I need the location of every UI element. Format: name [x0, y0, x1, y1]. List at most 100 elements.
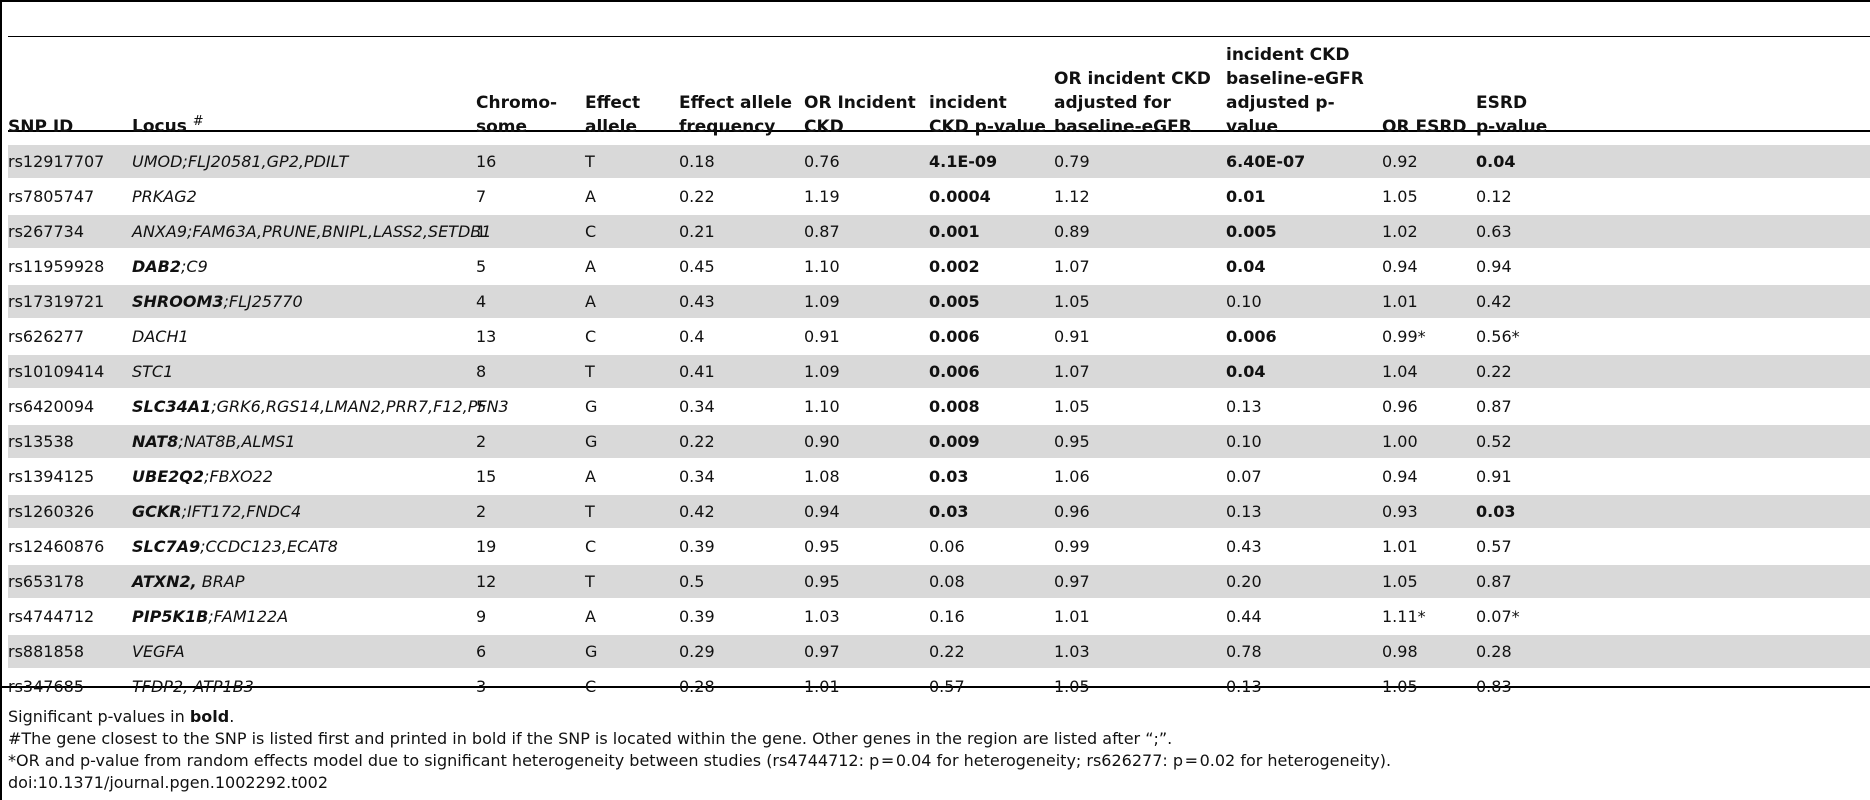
- locus-primary-gene: SLC7A9: [132, 537, 201, 556]
- significance-note: Significant p-values in bold.: [8, 707, 235, 726]
- cell-effect-allele: T: [585, 145, 679, 180]
- cell-effect-allele: G: [585, 424, 679, 460]
- cell-adjusted-p-value: 0.78: [1226, 634, 1382, 670]
- cell-incident-ckd-p-value: 0.06: [929, 529, 1054, 565]
- cell-effect-allele-frequency: 0.29: [679, 634, 804, 670]
- col-header-effect-allele-frequency: Effect allele frequency: [679, 93, 793, 137]
- cell-chromosome: 8: [476, 354, 585, 390]
- cell-effect-allele: C: [585, 319, 679, 355]
- cell-locus: SLC7A9;CCDC123,ECAT8: [132, 529, 476, 565]
- cell-or-incident-ckd: 0.91: [804, 319, 929, 355]
- cell-chromosome: 9: [476, 599, 585, 635]
- cell-effect-allele: A: [585, 249, 679, 285]
- cell-snp-id: rs1394125: [8, 459, 132, 495]
- cell-chromosome: 16: [476, 145, 585, 180]
- cell-or-esrd: 0.99*: [1382, 319, 1476, 355]
- cell-adjusted-p-value: 0.04: [1226, 354, 1382, 390]
- cell-effect-allele-frequency: 0.43: [679, 284, 804, 320]
- cell-esrd-p-value: 0.52: [1476, 424, 1870, 460]
- cell-or-adjusted: 1.06: [1054, 459, 1226, 495]
- cell-adjusted-p-value: 6.40E-07: [1226, 145, 1382, 180]
- cell-snp-id: rs12460876: [8, 529, 132, 565]
- cell-locus: GCKR;IFT172,FNDC4: [132, 494, 476, 530]
- cell-chromosome: 6: [476, 634, 585, 670]
- table-row: rs17319721 SHROOM3;FLJ25770 4 A 0.43 1.09 0.00…: [8, 284, 1870, 320]
- cell-incident-ckd-p-value: 0.002: [929, 249, 1054, 285]
- cell-or-incident-ckd: 0.97: [804, 634, 929, 670]
- cell-or-adjusted: 0.91: [1054, 319, 1226, 355]
- header-row: SNP ID Locus # Chromo-some Effect allele …: [8, 43, 1870, 145]
- header-top-rule: [8, 36, 1870, 37]
- cell-incident-ckd-p-value: 0.03: [929, 459, 1054, 495]
- cell-adjusted-p-value: 0.43: [1226, 529, 1382, 565]
- cell-locus: PIP5K1B;FAM122A: [132, 599, 476, 635]
- cell-effect-allele-frequency: 0.28: [679, 669, 804, 705]
- cell-locus: DACH1: [132, 319, 476, 355]
- cell-effect-allele-frequency: 0.4: [679, 319, 804, 355]
- table-row: rs11959928 DAB2;C9 5 A 0.45 1.10 0.002 1.07 0.04…: [8, 249, 1870, 285]
- table-row: rs4744712 PIP5K1B;FAM122A 9 A 0.39 1.03 0.16 1.…: [8, 599, 1870, 635]
- cell-or-esrd: 0.96: [1382, 389, 1476, 425]
- cell-or-adjusted: 0.99: [1054, 529, 1226, 565]
- cell-or-incident-ckd: 1.03: [804, 599, 929, 635]
- cell-or-adjusted: 1.12: [1054, 179, 1226, 215]
- cell-or-incident-ckd: 1.01: [804, 669, 929, 705]
- locus-primary-gene: SLC34A1: [132, 397, 212, 416]
- cell-effect-allele-frequency: 0.18: [679, 145, 804, 180]
- cell-adjusted-p-value: 0.13: [1226, 494, 1382, 530]
- cell-esrd-p-value: 0.22: [1476, 354, 1870, 390]
- cell-esrd-p-value: 0.94: [1476, 249, 1870, 285]
- cell-or-incident-ckd: 0.90: [804, 424, 929, 460]
- cell-or-esrd: 1.05: [1382, 564, 1476, 600]
- cell-incident-ckd-p-value: 0.009: [929, 424, 1054, 460]
- table-row: rs12917707 UMOD;FLJ20581,GP2,PDILT 16 T 0.18…: [8, 145, 1870, 180]
- cell-effect-allele-frequency: 0.41: [679, 354, 804, 390]
- cell-effect-allele-frequency: 0.45: [679, 249, 804, 285]
- locus-other-genes: STC1: [132, 362, 174, 381]
- cell-adjusted-p-value: 0.006: [1226, 319, 1382, 355]
- cell-snp-id: rs7805747: [8, 179, 132, 215]
- cell-esrd-p-value: 0.07*: [1476, 599, 1870, 635]
- cell-effect-allele-frequency: 0.39: [679, 529, 804, 565]
- cell-effect-allele-frequency: 0.34: [679, 389, 804, 425]
- locus-primary-gene: PIP5K1B: [132, 607, 209, 626]
- cell-chromosome: 4: [476, 284, 585, 320]
- locus-other-genes: ;GRK6,RGS14,LMAN2,PRR7,F12,PFN3: [211, 397, 509, 416]
- cell-adjusted-p-value: 0.07: [1226, 459, 1382, 495]
- cell-snp-id: rs13538: [8, 424, 132, 460]
- header-bottom-rule: [8, 130, 1870, 132]
- random-effects-note: *OR and p-value from random effects mode…: [8, 751, 1392, 770]
- locus-other-genes: UMOD;FLJ20581,GP2,PDILT: [132, 152, 349, 171]
- cell-snp-id: rs1260326: [8, 494, 132, 530]
- table-row: rs6420094 SLC34A1;GRK6,RGS14,LMAN2,PRR7,F…: [8, 389, 1870, 425]
- cell-or-adjusted: 0.97: [1054, 564, 1226, 600]
- cell-or-adjusted: 1.05: [1054, 389, 1226, 425]
- cell-effect-allele: C: [585, 669, 679, 705]
- locus-other-genes: TFDP2, ATP1B3: [132, 677, 254, 696]
- table-row: rs653178 ATXN2, BRAP 12 T 0.5 0.95 0.08 0.97 0.2…: [8, 564, 1870, 600]
- cell-or-esrd: 0.98: [1382, 634, 1476, 670]
- cell-incident-ckd-p-value: 0.006: [929, 319, 1054, 355]
- cell-incident-ckd-p-value: 0.08: [929, 564, 1054, 600]
- cell-chromosome: 19: [476, 529, 585, 565]
- col-header-effect-allele: Effect allele: [585, 93, 641, 137]
- cell-esrd-p-value: 0.42: [1476, 284, 1870, 320]
- cell-snp-id: rs10109414: [8, 354, 132, 390]
- cell-snp-id: rs6420094: [8, 389, 132, 425]
- cell-snp-id: rs347685: [8, 669, 132, 705]
- cell-incident-ckd-p-value: 0.008: [929, 389, 1054, 425]
- cell-or-esrd: 0.94: [1382, 459, 1476, 495]
- cell-adjusted-p-value: 0.005: [1226, 214, 1382, 250]
- cell-incident-ckd-p-value: 4.1E-09: [929, 145, 1054, 180]
- cell-incident-ckd-p-value: 0.16: [929, 599, 1054, 635]
- cell-chromosome: 12: [476, 564, 585, 600]
- locus-other-genes: DACH1: [132, 327, 189, 346]
- table-row: rs267734 ANXA9;FAM63A,PRUNE,BNIPL,LASS2,S…: [8, 214, 1870, 250]
- cell-or-esrd: 1.01: [1382, 284, 1476, 320]
- cell-or-adjusted: 1.07: [1054, 249, 1226, 285]
- cell-incident-ckd-p-value: 0.57: [929, 669, 1054, 705]
- cell-effect-allele-frequency: 0.22: [679, 424, 804, 460]
- cell-or-esrd: 0.93: [1382, 494, 1476, 530]
- cell-esrd-p-value: 0.56*: [1476, 319, 1870, 355]
- cell-locus: ANXA9;FAM63A,PRUNE,BNIPL,LASS2,SETDB1: [132, 214, 491, 250]
